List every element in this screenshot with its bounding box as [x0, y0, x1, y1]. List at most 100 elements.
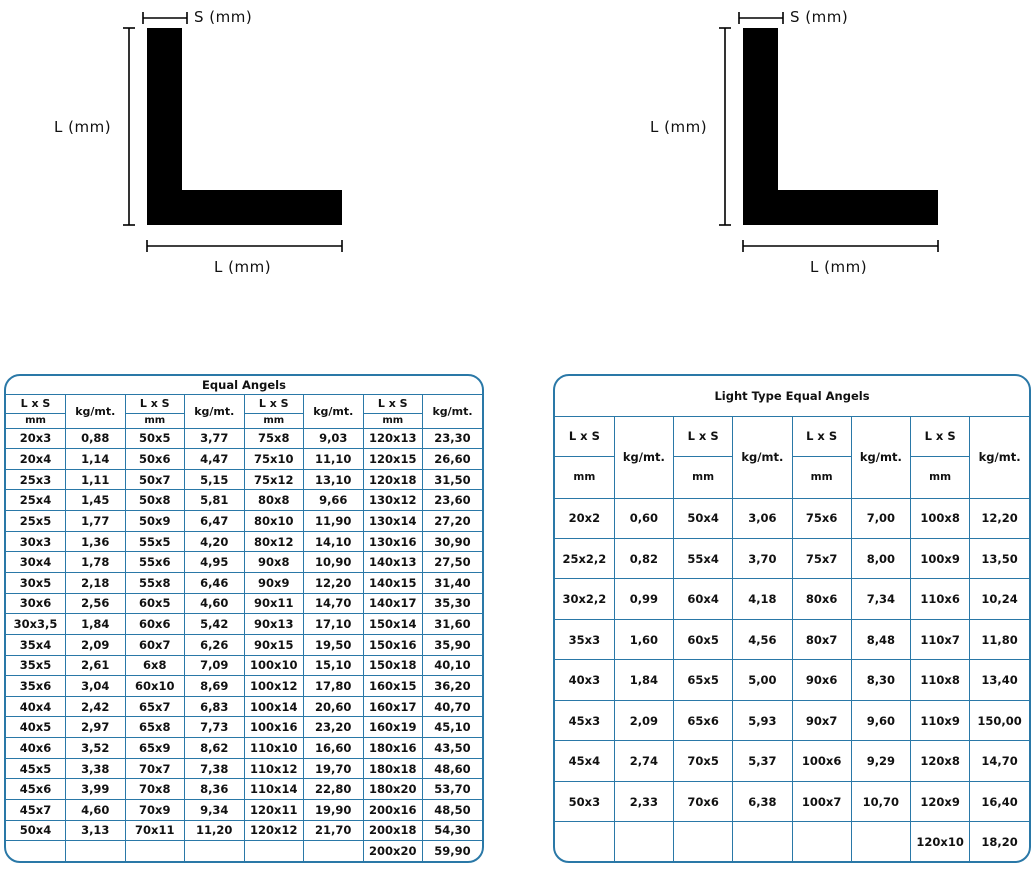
- size-cell: 50x9: [124, 510, 185, 532]
- weight-header: kg/mt.: [303, 393, 364, 429]
- size-cell: 200x20: [362, 840, 423, 861]
- size-cell: [791, 821, 852, 861]
- size-cell: 130x12: [362, 489, 423, 512]
- weight-cell: 2,56: [65, 592, 126, 615]
- size-cell: 160x17: [362, 695, 423, 718]
- thickness-label: S (mm): [194, 8, 253, 26]
- size-cell: 25x4: [6, 489, 66, 512]
- size-cell: 150x14: [362, 613, 423, 635]
- unit-mm-label: mm: [672, 455, 734, 498]
- weight-cell: 13,10: [303, 468, 364, 491]
- weight-header: kg/mt.: [850, 415, 912, 499]
- size-cell: 120x11: [243, 799, 304, 821]
- weight-cell: 8,69: [184, 675, 245, 697]
- size-cell: 160x19: [362, 716, 423, 739]
- angle-profile-shape: [147, 28, 342, 225]
- weight-cell: 11,90: [303, 510, 364, 532]
- weight-cell: 53,70: [422, 778, 482, 801]
- weight-cell: 35,30: [422, 592, 482, 615]
- weight-cell: 150,00: [969, 699, 1029, 742]
- size-header: L x S: [791, 415, 852, 457]
- size-cell: 120x8: [909, 740, 971, 782]
- size-cell: 60x5: [124, 592, 185, 615]
- weight-cell: 10,70: [850, 780, 912, 823]
- weight-cell: 27,20: [422, 510, 482, 532]
- equal-angles-table: Equal Angels L x S kg/mt. L x S kg/mt. L…: [4, 374, 484, 863]
- weight-cell: 36,20: [422, 675, 482, 697]
- weight-cell: 4,60: [65, 799, 126, 821]
- size-cell: 25x3: [6, 468, 66, 491]
- weight-cell: [613, 821, 675, 861]
- size-cell: 70x8: [124, 778, 185, 801]
- size-cell: 60x6: [124, 613, 185, 635]
- weight-cell: 1,60: [613, 618, 675, 661]
- weight-cell: 11,10: [303, 448, 364, 470]
- weight-cell: 3,06: [732, 497, 793, 539]
- weight-cell: 8,36: [184, 778, 245, 801]
- weight-cell: 3,04: [65, 675, 126, 697]
- weight-cell: 48,50: [422, 799, 482, 821]
- size-header: L x S: [362, 393, 423, 414]
- unit-mm-label: mm: [6, 412, 66, 428]
- size-cell: 6x8: [124, 654, 185, 677]
- weight-cell: 10,24: [969, 578, 1029, 620]
- weight-cell: 31,40: [422, 571, 482, 594]
- size-cell: 140x15: [362, 571, 423, 594]
- table-row: 20x2 0,60 50x4 3,06 75x6 7,00 100x8 12,20: [555, 497, 1029, 539]
- size-cell: 40x6: [6, 737, 66, 759]
- size-cell: 75x6: [791, 497, 852, 539]
- table-row: 25x3 1,11 50x7 5,15 75x12 13,10 120x18 31,50: [6, 468, 482, 491]
- weight-cell: 30,90: [422, 530, 482, 553]
- table-title: Equal Angels: [6, 376, 482, 395]
- table-row: 40x4 2,42 65x7 6,83 100x14 20,60 160x17 40,70: [6, 695, 482, 718]
- size-cell: 90x9: [243, 571, 304, 594]
- weight-cell: 11,20: [184, 819, 245, 842]
- weight-header: kg/mt.: [613, 415, 675, 499]
- weight-cell: 1,11: [65, 468, 126, 491]
- size-cell: 60x4: [672, 578, 734, 620]
- size-cell: 35x4: [6, 633, 66, 656]
- weight-cell: 2,33: [613, 780, 675, 823]
- unit-mm-label: mm: [555, 455, 615, 498]
- weight-cell: 2,97: [65, 716, 126, 739]
- weight-cell: 6,38: [732, 780, 793, 823]
- size-cell: 90x7: [791, 699, 852, 742]
- weight-header: kg/mt.: [732, 415, 793, 499]
- table-row: 30x3,5 1,84 60x6 5,42 90x13 17,10 150x14 31,60: [6, 613, 482, 635]
- size-cell: 30x5: [6, 571, 66, 594]
- weight-cell: 26,60: [422, 448, 482, 470]
- weight-cell: 1,84: [65, 613, 126, 635]
- size-cell: 110x7: [909, 618, 971, 661]
- size-cell: 50x6: [124, 448, 185, 470]
- weight-cell: 14,10: [303, 530, 364, 553]
- weight-cell: 7,73: [184, 716, 245, 739]
- weight-cell: 4,95: [184, 551, 245, 573]
- table-row: 200x20 59,90: [6, 840, 482, 861]
- weight-cell: 31,50: [422, 468, 482, 491]
- weight-cell: 9,60: [850, 699, 912, 742]
- size-cell: 180x18: [362, 757, 423, 780]
- weight-cell: 2,61: [65, 654, 126, 677]
- size-cell: 110x12: [243, 757, 304, 780]
- table-row: 35x5 2,61 6x8 7,09 100x10 15,10 150x18 40,10: [6, 654, 482, 677]
- size-cell: 130x16: [362, 530, 423, 553]
- weight-cell: 1,78: [65, 551, 126, 573]
- size-cell: 35x6: [6, 675, 66, 697]
- width-label: L (mm): [214, 258, 272, 276]
- weight-cell: 19,50: [303, 633, 364, 656]
- weight-cell: 31,60: [422, 613, 482, 635]
- size-cell: 100x6: [791, 740, 852, 782]
- weight-cell: 21,70: [303, 819, 364, 842]
- table-row: 120x10 18,20: [555, 821, 1029, 861]
- angle-profile-shape: [743, 28, 938, 225]
- size-cell: 40x4: [6, 695, 66, 718]
- size-cell: 65x8: [124, 716, 185, 739]
- size-cell: 50x5: [124, 427, 185, 450]
- size-cell: 180x20: [362, 778, 423, 801]
- size-cell: 80x12: [243, 530, 304, 553]
- equal-angles-rows: 20x3 0,88 50x5 3,77 75x8 9,03 120x13 23,30 20x4 1…: [6, 427, 482, 861]
- weight-cell: 0,88: [65, 427, 126, 450]
- weight-cell: 0,82: [613, 537, 675, 580]
- size-cell: 30x4: [6, 551, 66, 573]
- size-cell: 30x3,5: [6, 613, 66, 635]
